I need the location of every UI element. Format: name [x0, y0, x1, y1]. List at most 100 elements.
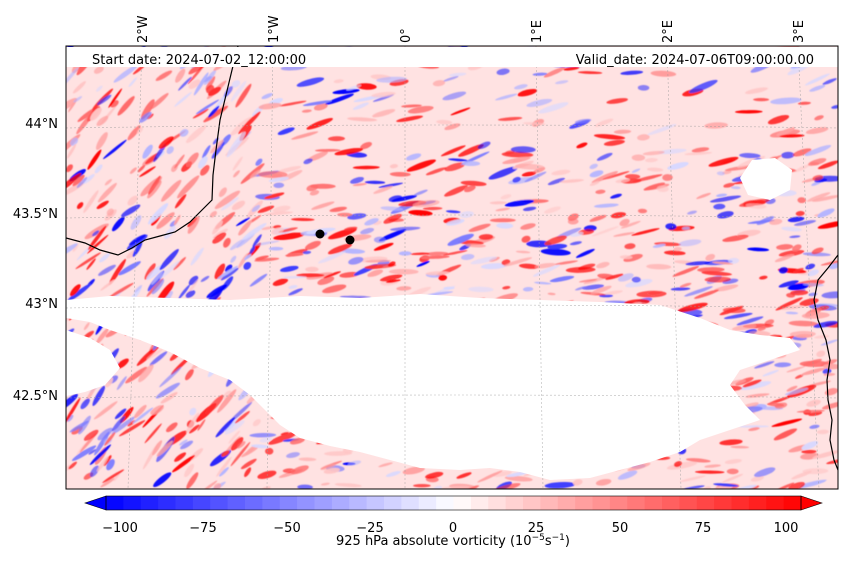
vorticity-streak — [111, 216, 125, 232]
vorticity-streak — [332, 88, 360, 95]
vorticity-streak — [346, 84, 362, 91]
vorticity-streak — [794, 220, 816, 226]
vorticity-streak — [297, 484, 313, 489]
vorticity-streak — [589, 214, 607, 222]
vorticity-streak — [412, 199, 440, 208]
vorticity-streak — [800, 479, 827, 486]
vorticity-streak — [774, 254, 794, 263]
vorticity-streak — [343, 226, 358, 231]
vorticity-streak — [445, 210, 461, 214]
vorticity-streak — [619, 255, 633, 260]
vorticity-streak — [106, 459, 115, 471]
colorbar-cell — [401, 496, 420, 510]
colorbar-cell — [662, 496, 680, 510]
vorticity-streak — [150, 405, 164, 415]
vorticity-streak — [67, 414, 74, 422]
vorticity-streak — [178, 284, 191, 299]
vorticity-streak — [155, 382, 181, 399]
vorticity-streak — [723, 312, 753, 320]
vorticity-streak — [223, 237, 231, 248]
vorticity-streak — [265, 447, 274, 455]
vorticity-streak — [670, 287, 691, 291]
vorticity-streak — [94, 164, 103, 174]
vorticity-streak — [805, 263, 816, 270]
vorticity-streak — [174, 91, 192, 107]
vorticity-streak — [108, 282, 134, 299]
vorticity-streak — [396, 286, 412, 291]
vorticity-streak — [788, 320, 818, 327]
vorticity-streak — [644, 183, 670, 191]
vorticity-streak — [464, 185, 476, 193]
vorticity-streak — [200, 480, 218, 489]
vorticity-streak — [809, 84, 826, 92]
vorticity-streak — [656, 185, 669, 193]
vorticity-streak — [398, 251, 412, 256]
vorticity-streak — [230, 442, 251, 467]
vorticity-streak — [781, 226, 802, 232]
vorticity-streak — [757, 326, 766, 331]
vorticity-streak — [489, 218, 516, 223]
vorticity-streak — [517, 88, 538, 97]
colorbar-cell — [384, 496, 402, 510]
vorticity-streak — [153, 472, 172, 488]
colorbar-tick-label: 100 — [774, 521, 799, 536]
date-label-strip — [66, 47, 838, 67]
vorticity-streak — [118, 261, 141, 276]
vorticity-streak — [302, 100, 332, 107]
vorticity-streak — [413, 189, 428, 196]
vorticity-streak — [506, 471, 529, 478]
vorticity-streak — [66, 393, 78, 411]
vorticity-streak — [679, 475, 706, 482]
vorticity-streak — [158, 136, 174, 149]
vorticity-streak — [373, 242, 394, 251]
vorticity-streak — [421, 255, 450, 259]
vorticity-streak — [102, 139, 127, 160]
vorticity-streak — [69, 284, 81, 297]
vorticity-streak — [496, 68, 510, 76]
vorticity-streak — [647, 124, 677, 136]
vorticity-streak — [137, 164, 146, 173]
vorticity-streak — [86, 258, 96, 270]
vorticity-streak — [658, 148, 687, 155]
vorticity-streak — [650, 70, 677, 77]
lon-tick-label: 1°E — [530, 20, 545, 43]
vorticity-streak — [801, 441, 819, 450]
vorticity-streak — [547, 177, 566, 186]
vorticity-streak — [97, 427, 113, 441]
vorticity-streak — [301, 109, 312, 113]
vorticity-streak — [273, 232, 305, 241]
vorticity-streak — [665, 223, 677, 230]
missing-data-mask-ne — [740, 158, 792, 200]
vorticity-streak — [291, 131, 319, 140]
vorticity-streak — [636, 290, 667, 298]
vorticity-streak — [277, 127, 295, 135]
vorticity-streak — [408, 209, 433, 216]
vorticity-streak — [740, 381, 772, 391]
vorticity-streak — [206, 85, 215, 94]
vorticity-streak — [240, 458, 257, 470]
vorticity-streak — [713, 483, 739, 487]
vorticity-streak — [794, 164, 810, 173]
vorticity-streak — [467, 485, 480, 489]
vorticity-streak — [161, 179, 182, 202]
vorticity-streak — [547, 292, 556, 296]
vorticity-streak — [180, 440, 194, 450]
vorticity-streak — [615, 178, 631, 184]
vorticity-streak — [631, 168, 641, 173]
vorticity-streak — [89, 444, 112, 466]
vorticity-streak — [459, 211, 474, 218]
vorticity-streak — [596, 152, 613, 161]
colorbar-cell — [766, 496, 785, 510]
colorbar-extend-max — [800, 495, 823, 511]
colorbar-cell — [696, 496, 715, 510]
vorticity-streak — [572, 479, 583, 486]
vorticity-streak — [767, 115, 790, 125]
vorticity-streak — [795, 210, 805, 217]
vorticity-streak — [610, 193, 622, 199]
vorticity-streak — [221, 450, 230, 457]
vorticity-streak — [691, 147, 710, 153]
vorticity-streak — [559, 179, 584, 183]
vorticity-streak — [753, 97, 770, 102]
vorticity-streak — [807, 269, 819, 277]
vorticity-streak — [230, 255, 237, 263]
